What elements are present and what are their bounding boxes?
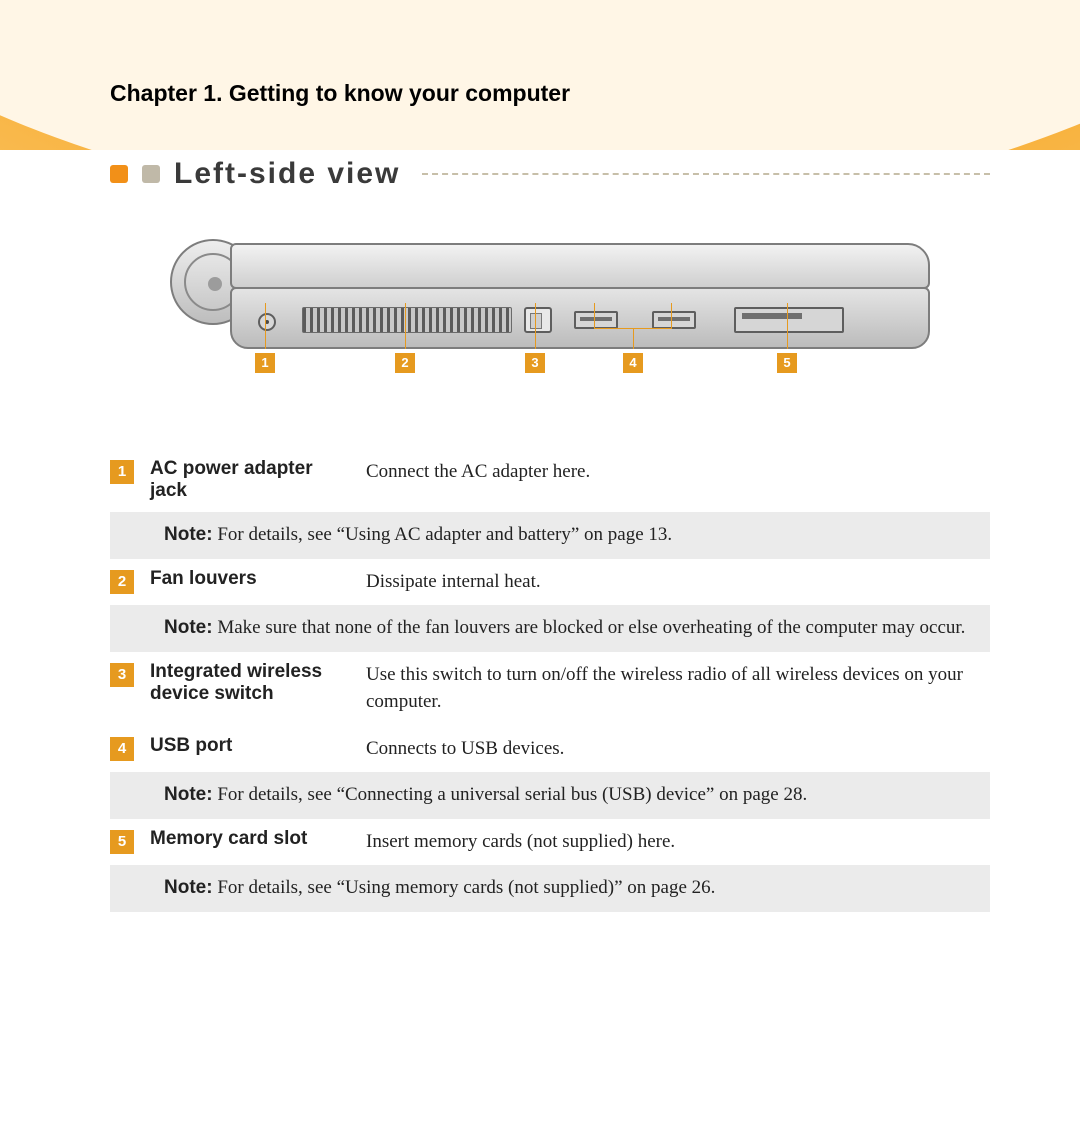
feature-term: AC power adapter jack — [150, 458, 350, 502]
callout-join-bracket — [594, 303, 672, 329]
feature-desc: Use this switch to turn on/off the wirel… — [366, 661, 990, 716]
callout-badge: 4 — [623, 353, 643, 373]
feature-note: Note: For details, see “Using AC adapter… — [110, 512, 990, 559]
callout-leader — [405, 303, 406, 349]
callout-badge: 1 — [255, 353, 275, 373]
feature-number-badge: 4 — [110, 737, 134, 761]
callout-badge: 2 — [395, 353, 415, 373]
wireless-switch-icon — [524, 307, 552, 333]
feature-term: Memory card slot — [150, 828, 350, 856]
note-label: Note: — [164, 877, 213, 898]
section-title: Left-side view — [174, 157, 400, 191]
feature-desc: Insert memory cards (not supplied) here. — [366, 828, 990, 856]
callout-leader — [787, 303, 788, 349]
feature-number-badge: 2 — [110, 570, 134, 594]
feature-row: 2 Fan louvers Dissipate internal heat. — [110, 559, 990, 606]
callout-leader — [265, 303, 266, 349]
note-label: Note: — [164, 617, 213, 638]
feature-number-badge: 3 — [110, 663, 134, 687]
fan-louvers-icon — [302, 307, 512, 333]
power-jack-icon — [258, 313, 276, 331]
note-label: Note: — [164, 524, 213, 545]
feature-term: USB port — [150, 735, 350, 763]
section-heading: Left-side view — [110, 157, 990, 191]
feature-row: 4 USB port Connects to USB devices. — [110, 726, 990, 773]
callout-overlay: 1 2 3 4 5 — [230, 349, 930, 409]
feature-desc: Dissipate internal heat. — [366, 568, 990, 596]
laptop-left-side-illustration: 12345 — [170, 239, 930, 369]
feature-list: 1 AC power adapter jack Connect the AC ada… — [110, 449, 990, 912]
feature-row: 3 Integrated wireless device switch Use th… — [110, 652, 990, 726]
bullet-accent-icon — [110, 165, 128, 183]
feature-number-badge: 5 — [110, 830, 134, 854]
callout-badge: 5 — [777, 353, 797, 373]
callout-badge: 3 — [525, 353, 545, 373]
bullet-muted-icon — [142, 165, 160, 183]
feature-desc: Connect the AC adapter here. — [366, 458, 990, 502]
feature-note: Note: For details, see “Using memory car… — [110, 865, 990, 912]
feature-number-badge: 1 — [110, 460, 134, 484]
feature-desc: Connects to USB devices. — [366, 735, 990, 763]
feature-term: Fan louvers — [150, 568, 350, 596]
memory-card-slot-icon — [734, 307, 844, 333]
callout-leader — [633, 329, 634, 349]
callout-leader — [535, 303, 536, 349]
feature-note: Note: For details, see “Connecting a uni… — [110, 772, 990, 819]
base — [230, 287, 930, 349]
chapter-title: Chapter 1. Getting to know your computer — [110, 80, 990, 107]
note-label: Note: — [164, 784, 213, 805]
feature-row: 1 AC power adapter jack Connect the AC ada… — [110, 449, 990, 512]
section-rule — [422, 173, 990, 175]
feature-row: 5 Memory card slot Insert memory cards (no… — [110, 819, 990, 866]
feature-note: Note: Make sure that none of the fan lou… — [110, 605, 990, 652]
lid — [230, 243, 930, 289]
feature-term: Integrated wireless device switch — [150, 661, 350, 716]
